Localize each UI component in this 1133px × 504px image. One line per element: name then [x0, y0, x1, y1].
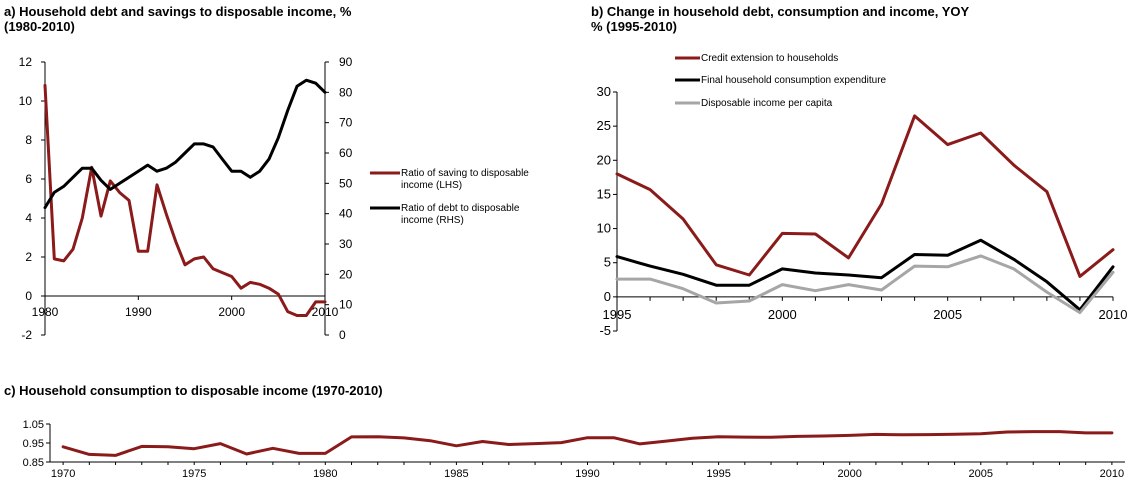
chart-a-right-tick-label: 20 [339, 267, 353, 281]
chart-a-right-tick-label: 30 [339, 237, 353, 251]
chart-c-x-tick-label: 1970 [51, 468, 75, 480]
chart-a-legend-label-1: income (LHS) [401, 180, 462, 191]
chart-a-left-tick-label: 10 [19, 94, 33, 108]
chart-a-right-tick-label: 80 [339, 85, 353, 99]
chart-a-right-tick-label: 70 [339, 116, 353, 130]
chart-c-x-tick-label: 1990 [575, 468, 599, 480]
chart-c-y-tick-label: 1.05 [23, 419, 44, 431]
chart-a-title: a) Household debt and savings to disposa… [4, 4, 351, 34]
chart-a-x-tick-label: 1990 [125, 305, 152, 319]
chart-b-series-line-2 [615, 238, 1115, 312]
chart-c-x-tick-label: 1995 [706, 468, 730, 480]
chart-b-legend-label-3: Disposable income per capita [701, 98, 833, 109]
chart-b-y-tick-label: 30 [597, 84, 611, 99]
chart-b-y-tick-label: 20 [597, 152, 611, 167]
chart-b-x-tick-label: 2010 [1099, 307, 1128, 322]
chart-a-left-tick-label: 8 [25, 133, 32, 147]
chart-c-title: c) Household consumption to disposable i… [4, 383, 383, 398]
chart-a-left-tick-label: 12 [19, 55, 33, 69]
chart-b-x-tick-label: 2005 [933, 307, 962, 322]
chart-b-legend-label-2: Final household consumption expenditure [701, 75, 887, 86]
chart-b-y-tick-label: -5 [599, 323, 611, 338]
chart-a-x-tick-label: 2000 [218, 305, 245, 319]
chart-a-right-tick-label: 40 [339, 207, 353, 221]
chart-a-left-tick-label: 2 [25, 250, 32, 264]
chart-c-x-tick-label: 2005 [969, 468, 993, 480]
chart-b-title: b) Change in household debt, consumption… [591, 4, 969, 34]
chart-a-left-tick-label: -2 [21, 328, 32, 342]
chart-a-left-tick-label: 6 [25, 172, 32, 186]
chart-b-series-line-3 [615, 254, 1115, 315]
chart-b-legend-label-1: Credit extension to households [701, 53, 838, 64]
chart-a-legend-label-1: Ratio of saving to disposable [401, 168, 529, 179]
chart-a-left-tick-label: 0 [25, 289, 32, 303]
chart-a-right-tick-label: 50 [339, 176, 353, 190]
chart-a-title-line-1: a) Household debt and savings to disposa… [4, 4, 352, 19]
chart-b-y-tick-label: 10 [597, 221, 611, 236]
chart-c-series-line-1 [61, 430, 1114, 457]
chart-c-x-tick-label: 1980 [313, 468, 337, 480]
chart-b-x-tick-label: 1995 [603, 307, 632, 322]
chart-b-title-line-2: % (1995-2010) [591, 19, 677, 34]
chart-a-x-tick-label: 1980 [32, 305, 59, 319]
chart-a-x-tick-label: 2010 [312, 305, 339, 319]
chart-a-left-tick-label: 4 [25, 211, 32, 225]
chart-b-y-tick-label: 25 [597, 118, 611, 133]
chart-b-y-tick-label: 5 [604, 255, 611, 270]
chart-a-legend-label-2: Ratio of debt to disposable [401, 203, 520, 214]
chart-b-title-line-1: b) Change in household debt, consumption… [591, 4, 970, 19]
chart-c-x-tick-label: 2010 [1100, 468, 1124, 480]
chart-a-right-tick-label: 60 [339, 146, 353, 160]
chart-c-y-tick-label: 0.85 [23, 457, 44, 469]
chart-a-right-tick-label: 90 [339, 55, 353, 69]
chart-a-right-tick-label: 0 [339, 328, 346, 342]
chart-c-x-tick-label: 1975 [182, 468, 206, 480]
chart-c-x-tick-label: 2000 [837, 468, 861, 480]
chart-b-x-tick-label: 2000 [768, 307, 797, 322]
chart-a-title-line-2: (1980-2010) [4, 19, 75, 34]
chart-b-y-tick-label: 0 [604, 289, 611, 304]
chart-c-x-tick-label: 1985 [444, 468, 468, 480]
chart-b-y-tick-label: 15 [597, 186, 611, 201]
chart-a-right-tick-label: 10 [339, 298, 353, 312]
chart-c-y-tick-label: 0.95 [23, 438, 44, 450]
chart-b-series-line-1 [615, 114, 1115, 278]
chart-a-series-line-2 [43, 78, 327, 210]
chart-a-legend-label-2: income (RHS) [401, 215, 464, 226]
